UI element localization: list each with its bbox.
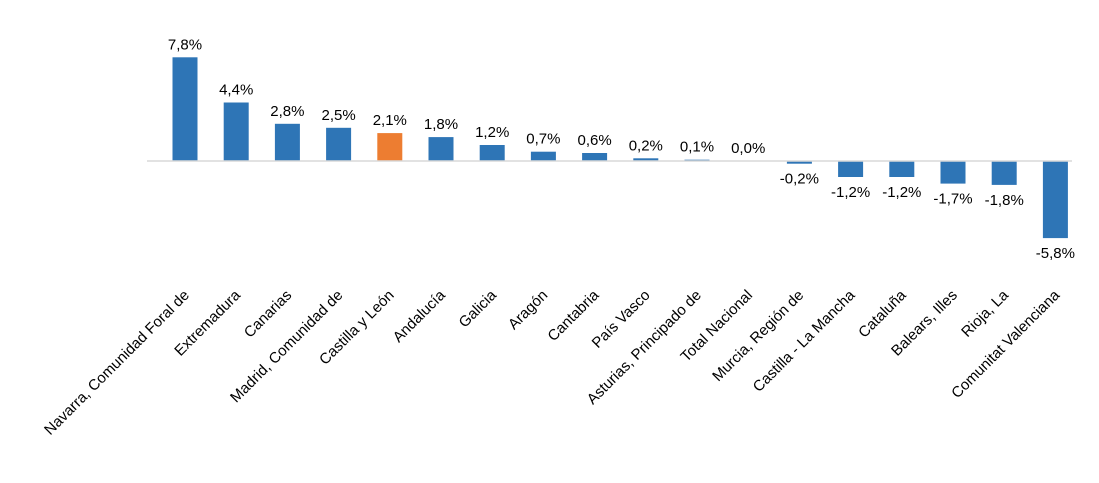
data-labels-layer: 7,8% 4,4% 2,8% 2,5% 2,1% 1,8% 1,2% 0,7% 0,6% 0,2%… (168, 36, 1075, 262)
bar-1 (223, 102, 249, 161)
bar-14 (889, 161, 915, 177)
data-label-6: 1,2% (475, 124, 509, 141)
bar-6 (479, 145, 505, 161)
category-label-7: Aragón (505, 287, 551, 333)
data-label-5: 1,8% (424, 116, 458, 133)
bar-3 (326, 127, 352, 162)
category-label-13: Castilla - La Mancha (750, 286, 859, 395)
category-label-5: Andalucía (390, 286, 450, 346)
data-label-16: -1,8% (985, 192, 1024, 209)
bar-17 (1042, 161, 1068, 239)
data-label-14: -1,2% (882, 184, 921, 201)
bars-layer (172, 57, 1068, 239)
data-label-3: 2,5% (321, 107, 355, 124)
data-label-15: -1,7% (933, 191, 972, 208)
data-label-13: -1,2% (831, 184, 870, 201)
data-label-9: 0,2% (629, 137, 663, 154)
bar-16 (991, 161, 1017, 185)
bar-15 (940, 161, 966, 184)
bar-12 (786, 161, 812, 164)
bar-2 (274, 123, 300, 161)
data-label-11: 0,0% (731, 140, 765, 157)
bar-0 (172, 57, 198, 161)
data-label-10: 0,1% (680, 139, 714, 156)
data-label-0: 7,8% (168, 36, 202, 53)
bar-7 (530, 151, 556, 161)
bar-9 (633, 158, 659, 161)
data-label-1: 4,4% (219, 82, 253, 99)
data-label-7: 0,7% (526, 131, 560, 148)
category-label-12: Murcia, Región de (709, 287, 807, 385)
data-label-2: 2,8% (270, 103, 304, 120)
bar-8 (582, 153, 608, 161)
data-label-12: -0,2% (780, 171, 819, 188)
data-label-17: -5,8% (1036, 245, 1075, 262)
data-label-4: 2,1% (373, 112, 407, 129)
bar-4 (377, 133, 403, 161)
bar-5 (428, 137, 454, 161)
bar-13 (838, 161, 864, 177)
category-label-6: Galicia (456, 286, 501, 331)
data-label-8: 0,6% (577, 132, 611, 149)
category-label-0: Navarra, Comunidad Foral de (41, 287, 193, 439)
category-labels-layer: Navarra, Comunidad Foral deExtremaduraCa… (41, 286, 1064, 438)
